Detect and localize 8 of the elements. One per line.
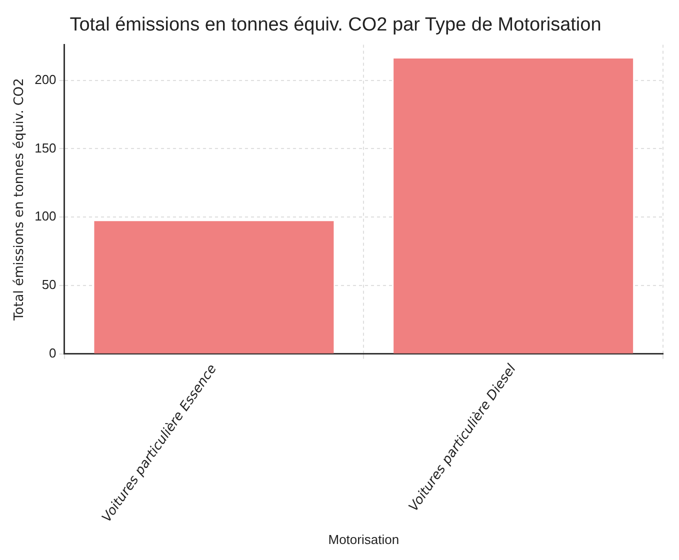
y-tick-label: 50 [42,277,56,292]
y-tick-label: 0 [49,345,56,360]
x-axis-title: Motorisation [328,532,400,547]
y-axis-title: Total émissions en tonnes équiv. CO2 [12,78,28,322]
y-tick-label: 150 [34,140,56,156]
chart-title: Total émissions en tonnes équiv. CO2 par Type de Motorisation [70,14,602,36]
y-tick-label: 200 [34,72,56,87]
y-tick-label: 100 [34,208,56,224]
